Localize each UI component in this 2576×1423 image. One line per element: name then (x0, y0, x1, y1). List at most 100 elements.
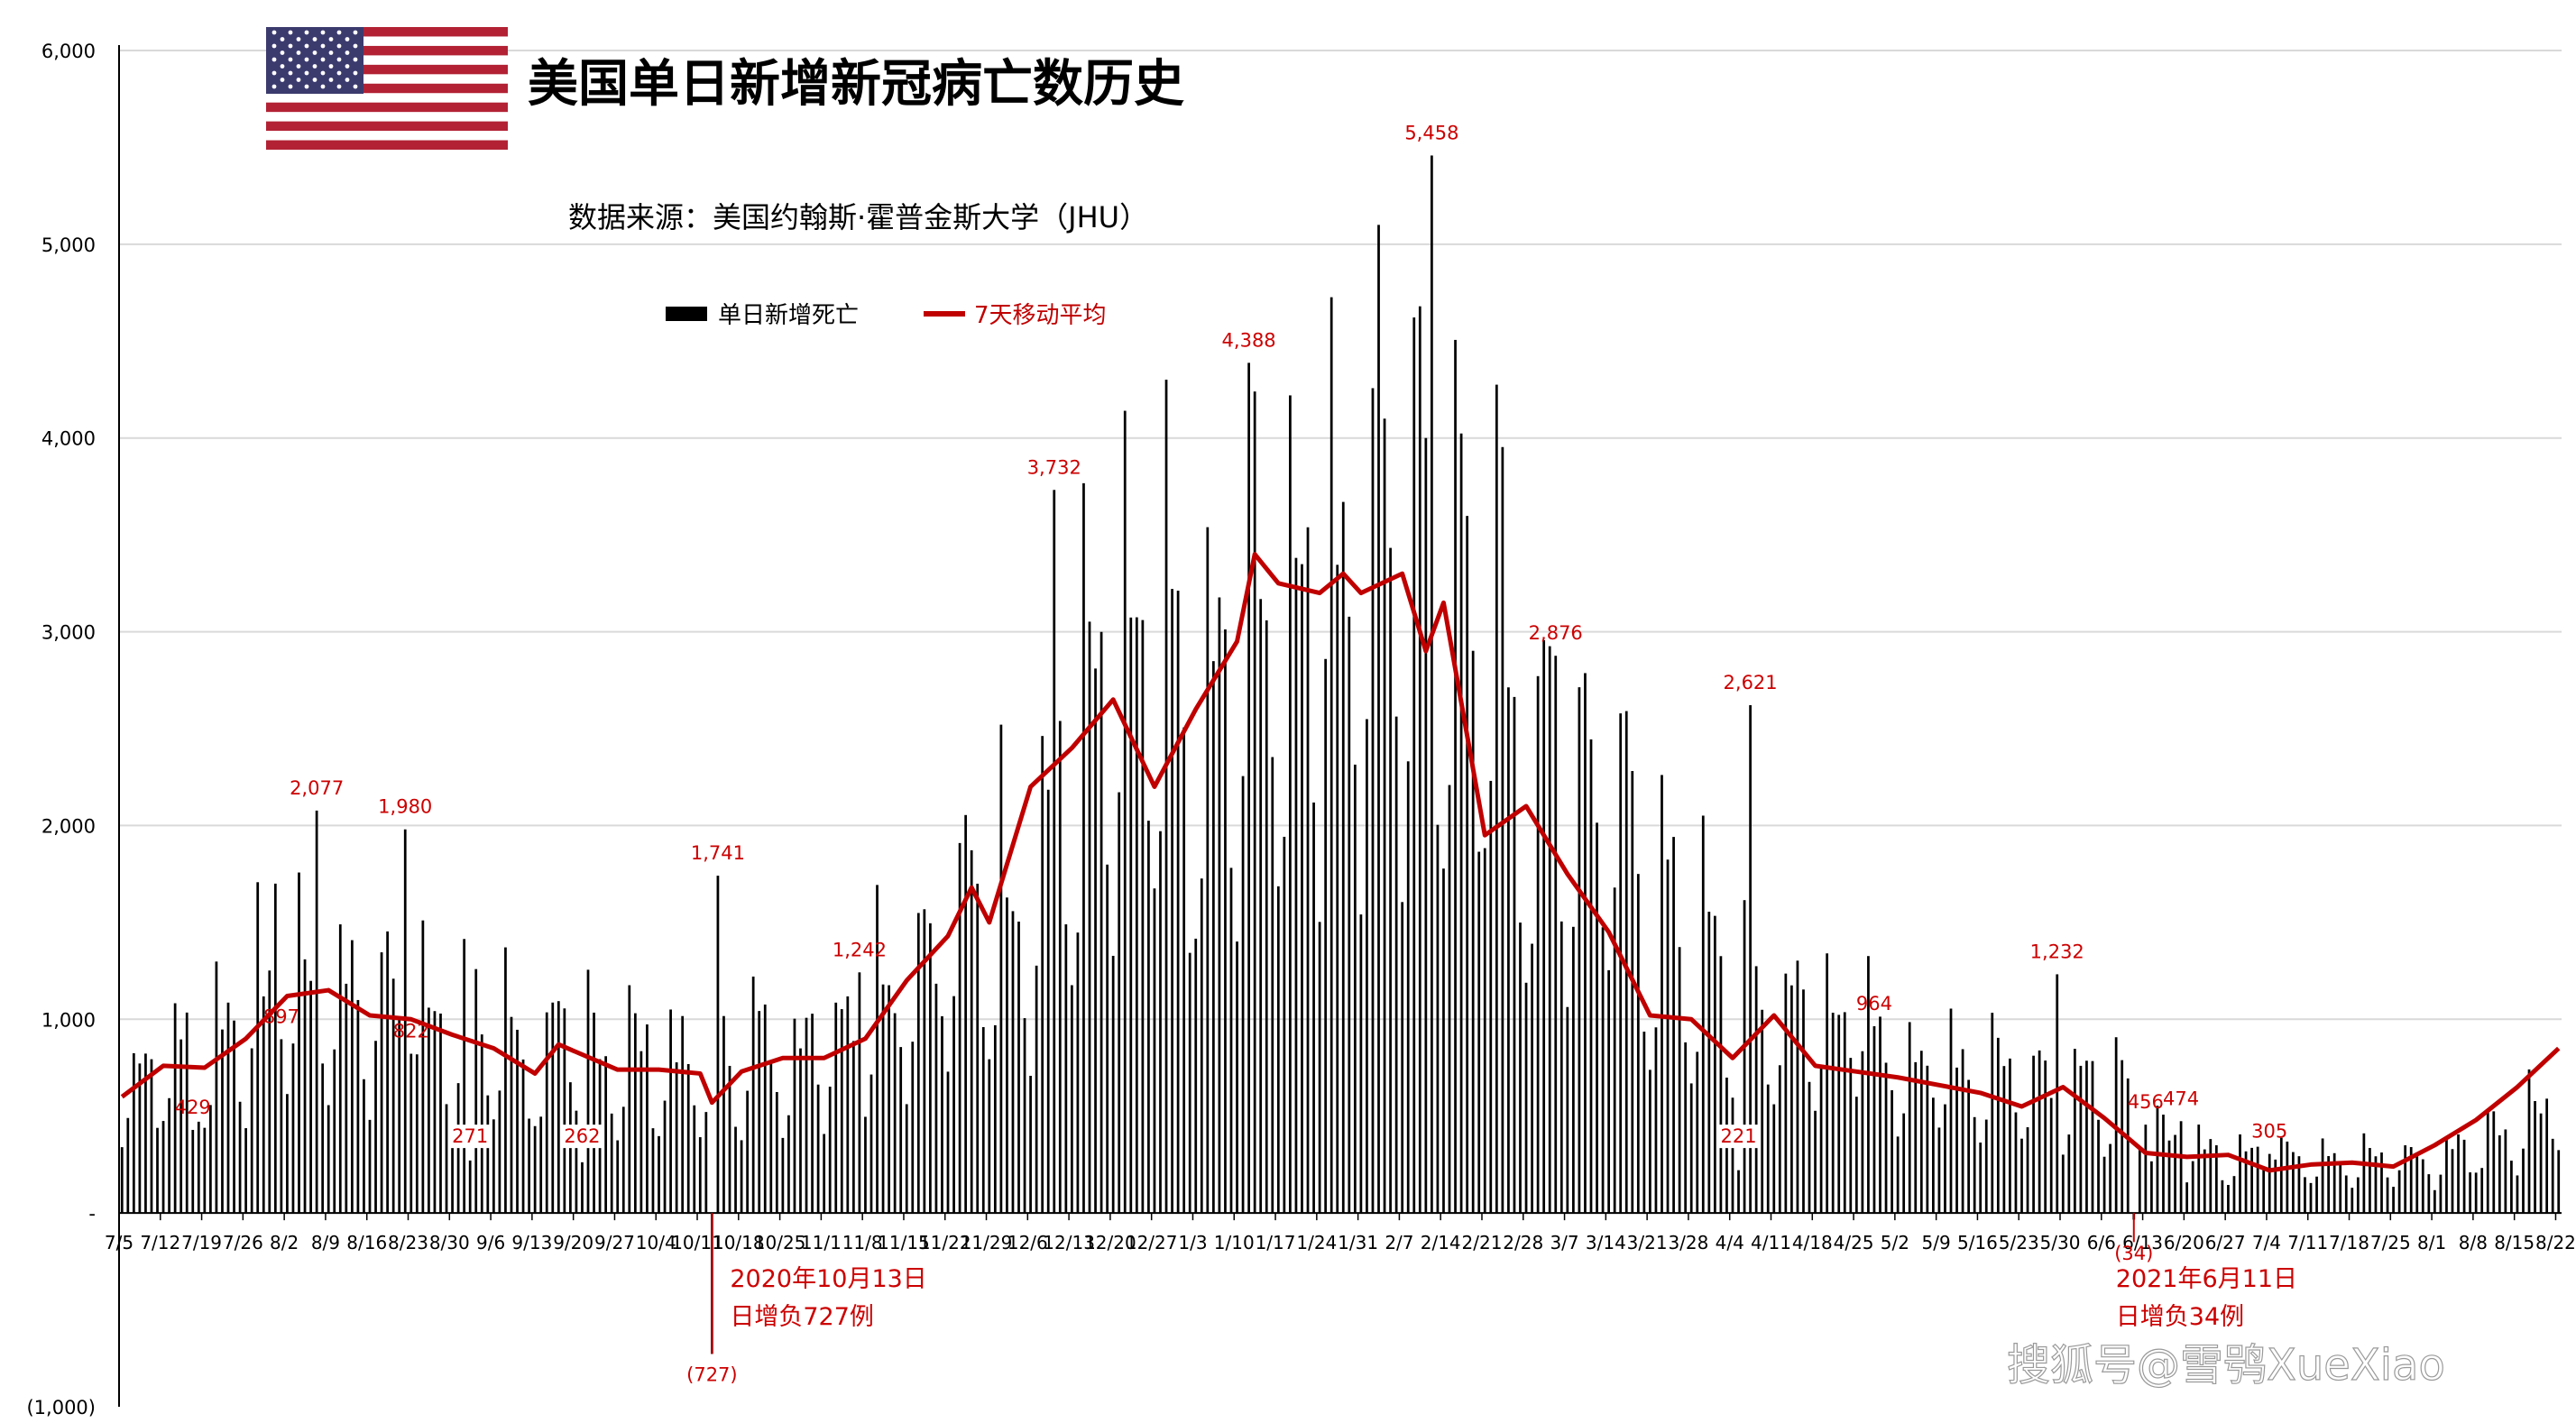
flag-star (271, 30, 277, 35)
flag-star (304, 84, 309, 89)
daily-death-bar (391, 978, 395, 1214)
daily-death-bar (451, 1130, 454, 1214)
flag-star (345, 64, 350, 69)
daily-death-bar (2150, 1161, 2153, 1214)
daily-death-bar (468, 1160, 472, 1214)
daily-death-bar (327, 1105, 330, 1214)
daily-death-bar (2102, 1156, 2106, 1214)
flag-star (312, 64, 317, 69)
x-tick-label: 1/3 (1178, 1232, 1207, 1253)
daily-death-bar (345, 983, 348, 1214)
annotation-text: 2021年6月11日 (2116, 1265, 2297, 1293)
daily-death-bar (2286, 1141, 2289, 1214)
daily-death-bar (2121, 1060, 2124, 1214)
daily-death-bar (1991, 1013, 1994, 1214)
daily-death-bar (1661, 775, 1663, 1214)
daily-death-bar (545, 1012, 548, 1214)
x-tick-label: 9/6 (476, 1232, 505, 1253)
daily-death-bar (539, 1116, 543, 1214)
flag-star (353, 70, 358, 76)
daily-death-bar (368, 1119, 372, 1214)
daily-death-bar (2492, 1111, 2496, 1214)
flag-star (320, 43, 326, 49)
daily-death-bar (286, 1094, 289, 1214)
daily-death-bar (203, 1127, 207, 1214)
flag-stripe (266, 27, 508, 37)
daily-death-bar (2327, 1156, 2331, 1214)
y-tick-label: - (88, 1203, 96, 1225)
daily-death-bar (1495, 384, 1498, 1214)
daily-death-bar (823, 1134, 826, 1214)
daily-death-bar (2185, 1182, 2189, 1214)
daily-death-bar (1879, 1016, 1881, 1214)
daily-death-bar (1996, 1037, 2000, 1214)
daily-death-bar (811, 1014, 814, 1214)
x-tick-label: 10/11 (671, 1232, 723, 1253)
daily-death-bar (2433, 1189, 2436, 1214)
daily-death-bar (2209, 1139, 2213, 1214)
gridlines (119, 50, 2562, 1021)
flag-star (288, 84, 293, 89)
daily-death-bar (226, 1002, 230, 1214)
daily-death-bar (1737, 1170, 1740, 1214)
daily-death-bar (244, 1128, 248, 1214)
daily-death-bar (428, 1007, 430, 1214)
daily-death-bar (1442, 868, 1445, 1214)
daily-death-bar (1082, 482, 1085, 1214)
daily-death-bar (2191, 1161, 2194, 1214)
daily-death-bar (2138, 1147, 2141, 1214)
daily-death-bar (799, 1048, 802, 1214)
daily-death-bar (2386, 1177, 2389, 1214)
daily-death-bar (1513, 696, 1516, 1214)
data-label: (727) (686, 1363, 737, 1385)
daily-death-bar (851, 1041, 855, 1214)
daily-death-bar (1754, 966, 1758, 1214)
daily-death-bar (2085, 1060, 2088, 1214)
daily-death-bar (2002, 1066, 2006, 1214)
daily-death-bar (1058, 721, 1062, 1214)
flag-star (345, 78, 350, 82)
flag-stripe (266, 45, 508, 56)
daily-death-bar (273, 883, 277, 1214)
y-tick-label: 6,000 (41, 41, 96, 62)
daily-death-bar (2091, 1060, 2094, 1214)
flag-star (280, 64, 285, 69)
daily-death-bar (828, 1087, 832, 1214)
flag-stripe (266, 64, 508, 75)
daily-death-bar (1696, 1051, 1699, 1214)
daily-death-bar (1071, 985, 1073, 1214)
data-label: 474 (2163, 1088, 2199, 1109)
daily-death-bar (740, 1140, 743, 1214)
daily-death-bar (1141, 620, 1145, 1214)
x-tick-label: 8/8 (2459, 1232, 2488, 1253)
daily-death-bar (1613, 887, 1616, 1214)
daily-death-bar (1412, 317, 1416, 1214)
daily-death-bar (976, 883, 980, 1214)
daily-death-bar (2374, 1156, 2378, 1214)
daily-death-bar (746, 1090, 749, 1214)
daily-death-bar (1306, 527, 1310, 1214)
daily-death-bar (1802, 989, 1805, 1214)
daily-death-bar (628, 985, 631, 1214)
daily-death-bar (2109, 1143, 2111, 1214)
daily-death-bar (480, 1034, 483, 1214)
daily-death-bar (1578, 687, 1581, 1214)
daily-death-bar (398, 1016, 401, 1214)
daily-death-bar (144, 1053, 147, 1214)
daily-death-bar (1088, 621, 1091, 1214)
daily-death-bar (403, 829, 407, 1214)
flag-star (320, 57, 326, 62)
flag-star (304, 43, 309, 49)
daily-death-bar (185, 1012, 189, 1214)
x-tick-label: 5/23 (1999, 1232, 2039, 1253)
daily-death-bar (2174, 1134, 2176, 1214)
daily-death-bar (1772, 1104, 1776, 1214)
daily-death-bar (2397, 1170, 2401, 1214)
daily-death-bar (1406, 761, 1410, 1214)
x-tick-label: 12/13 (1043, 1232, 1095, 1253)
daily-death-bar (2522, 1148, 2525, 1214)
daily-death-bar (1301, 564, 1303, 1214)
daily-death-bar (291, 1043, 295, 1214)
daily-death-bar (846, 996, 850, 1214)
